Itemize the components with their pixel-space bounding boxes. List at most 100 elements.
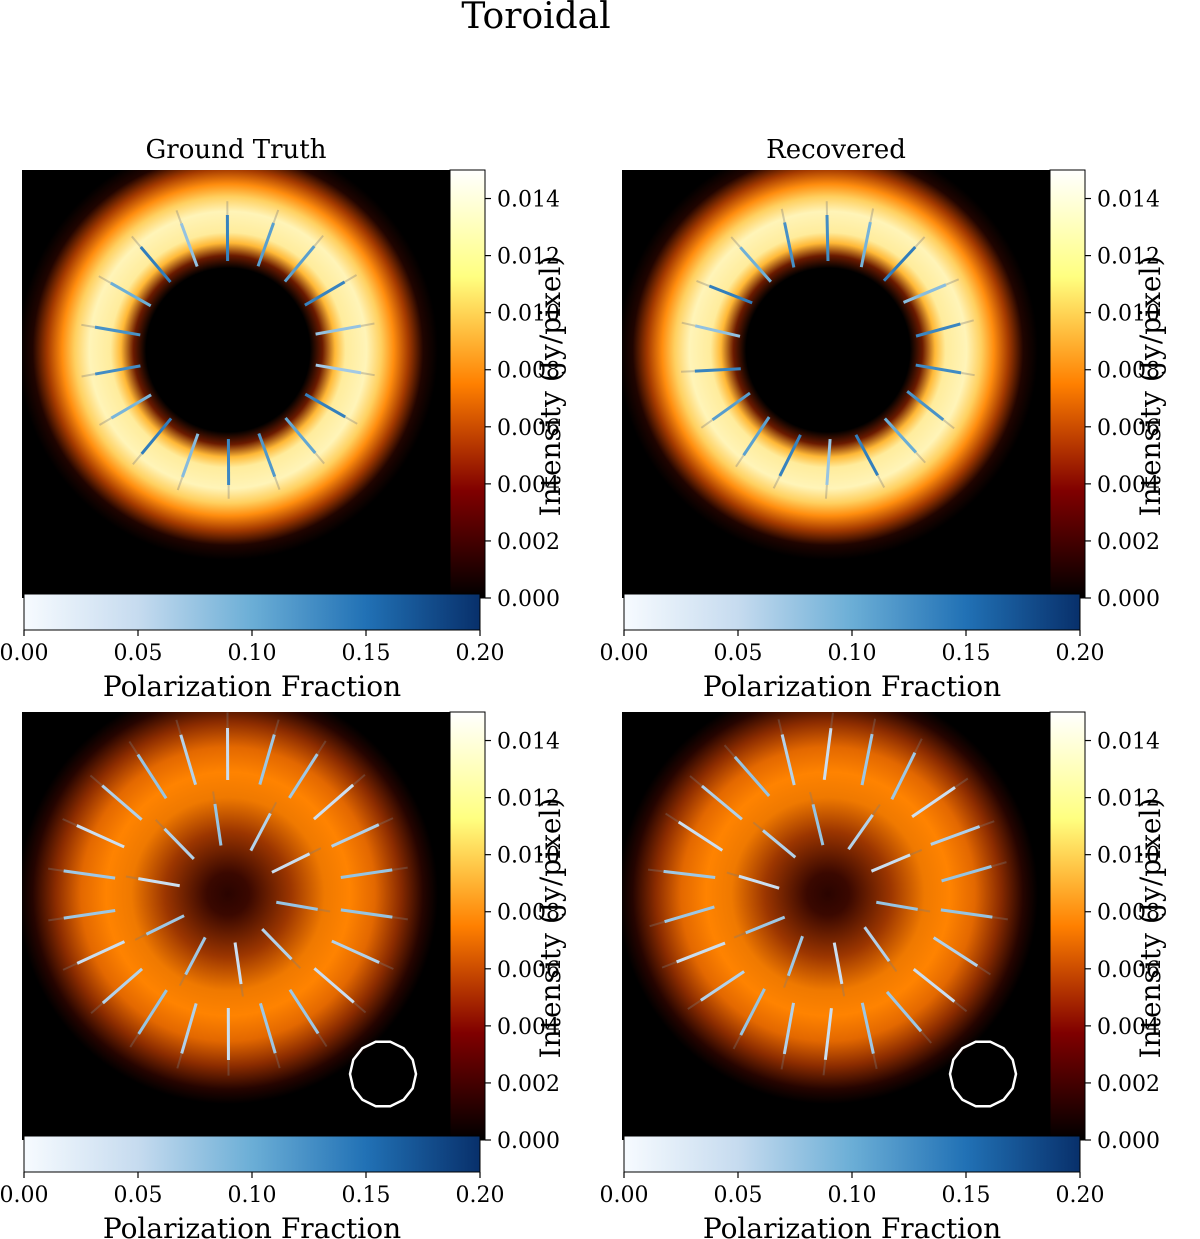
polarization-tick <box>179 734 198 786</box>
colorbar-tick-label: 0.004 <box>497 1015 560 1040</box>
colorbar-tick-label: 0.20 <box>1056 641 1105 666</box>
colorbar-tick-label: 0.000 <box>497 1129 560 1154</box>
polarization-tick-shadow <box>212 791 216 805</box>
polarization-tick <box>271 852 311 874</box>
polarization-tick-shadow <box>178 974 187 987</box>
polarization-tick-shadow <box>822 1059 827 1076</box>
polarization-tick <box>699 970 745 1002</box>
polarization-tick-shadow <box>352 773 366 786</box>
polarization-tick <box>249 812 272 852</box>
polarization-tick <box>145 914 185 936</box>
polarization-tick <box>854 434 879 477</box>
colorbar-tick-label: 0.00 <box>0 1183 48 1208</box>
polarization-tick-shadow <box>979 820 995 828</box>
polarization-tick-shadow <box>272 209 280 224</box>
polarization-tick-shadow <box>824 484 828 499</box>
polarization-tick-shadow <box>392 916 408 921</box>
polarization-tick <box>780 734 796 786</box>
polarization-tick <box>180 433 200 478</box>
polarization-tick <box>304 280 346 307</box>
polarization-tick-shadow <box>132 453 143 466</box>
polarization-tick <box>762 829 797 859</box>
panel-top-left: Ground Truth 0.000 0.002 0.004 0.006 0.008 0.0… <box>0 135 567 703</box>
colorbar-tick-label: 0.05 <box>114 1183 163 1208</box>
polarization-tick <box>330 823 380 848</box>
polarization-tick <box>940 908 993 919</box>
polarization-tick <box>930 825 981 846</box>
colorbar-tick-label: 0.008 <box>1097 901 1160 926</box>
polarization-tick-shadow <box>783 975 790 988</box>
polarization-tick <box>786 935 804 977</box>
colorbar-tick-label: 0.05 <box>714 641 763 666</box>
polarization-tick-shadow <box>953 1000 968 1013</box>
polarization-tick-shadow <box>680 370 695 373</box>
polarization-colorbar-label: Polarization Fraction <box>103 1212 401 1239</box>
colorbar-tick-label: 0.014 <box>497 730 560 755</box>
polarization-tick-shadow <box>976 965 991 976</box>
polarization-tick-shadow <box>829 712 834 729</box>
polarization-tick <box>110 393 152 420</box>
polarization-tick <box>911 786 956 818</box>
polarization-tick-shadow <box>954 777 969 789</box>
polarization-tick-shadow <box>273 719 280 735</box>
polarization-tick-shadow <box>175 719 182 736</box>
polarization-tick-shadow <box>772 475 781 489</box>
colorbar-tick-label: 0.15 <box>942 641 991 666</box>
polarization-tick <box>213 803 223 846</box>
polarization-tick-shadow <box>316 740 327 755</box>
colorbar-tick-label: 0.010 <box>1097 844 1160 869</box>
polarization-tick-shadow <box>98 417 112 426</box>
polarization-tick <box>94 364 141 376</box>
polarization-tick-shadow <box>90 1002 104 1015</box>
intensity-colorbar <box>449 169 486 599</box>
polarization-tick-shadow <box>700 419 714 429</box>
polarization-tick-shadow <box>871 803 881 816</box>
colorbar-tick-label: 0.014 <box>497 188 560 213</box>
colorbar-tick-label: 0.15 <box>342 641 391 666</box>
colorbar-tick-label: 0.00 <box>600 1183 649 1208</box>
polarization-tick <box>870 853 911 873</box>
polarization-tick <box>701 784 743 821</box>
polarization-tick-shadow <box>647 868 664 873</box>
polarization-tick <box>94 325 141 337</box>
polarization-tick-shadow <box>360 371 375 377</box>
polarization-tick <box>825 438 832 486</box>
polarization-tick-shadow <box>175 210 183 224</box>
polarization-tick <box>340 868 393 879</box>
polarization-tick <box>711 391 751 422</box>
polarization-tick <box>288 988 320 1035</box>
colorbar-tick-label: 0.10 <box>828 641 877 666</box>
polarization-tick-shadow <box>687 999 702 1010</box>
colorbar-tick-label: 0.006 <box>1097 958 1160 983</box>
polarization-tick-shadow <box>960 371 975 377</box>
polarization-tick <box>233 942 243 985</box>
colorbar-tick-label: 0.20 <box>456 1183 505 1208</box>
polarization-tick <box>902 283 947 304</box>
colorbar-tick-label: 0.012 <box>497 787 560 812</box>
polarization-tick <box>912 968 956 1003</box>
polarization-tick <box>677 820 724 852</box>
polarization-tick-shadow <box>809 791 814 805</box>
polarization-tick <box>256 222 276 267</box>
polarization-tick <box>110 281 152 308</box>
polarization-tick <box>315 363 362 375</box>
polarization-tick-shadow <box>869 208 875 223</box>
polarization-tick <box>63 869 116 880</box>
polarization-tick-shadow <box>917 908 931 913</box>
polarization-tick-shadow <box>353 1001 367 1014</box>
colorbar-tick-label: 0.002 <box>1097 530 1160 555</box>
polarization-tick-shadow <box>920 1030 932 1044</box>
polarization-tick <box>860 1002 875 1054</box>
colorbar-tick-label: 0.05 <box>714 1183 763 1208</box>
polarization-tick <box>739 246 772 283</box>
colorbar-tick-label: 0.002 <box>1097 1072 1160 1097</box>
panels: Ground Truth0.0000.0020.0040.0060.0080.0… <box>0 135 1167 1239</box>
polarization-tick <box>179 222 199 268</box>
polarization-tick <box>782 1002 796 1055</box>
polarization-tick <box>276 900 318 911</box>
colorbar-tick-label: 0.006 <box>1097 416 1160 441</box>
polarization-tick-shadow <box>309 847 322 855</box>
polarization-tick <box>876 900 918 911</box>
intensity-ring <box>22 712 450 1140</box>
figure-title: Toroidal <box>461 0 610 37</box>
